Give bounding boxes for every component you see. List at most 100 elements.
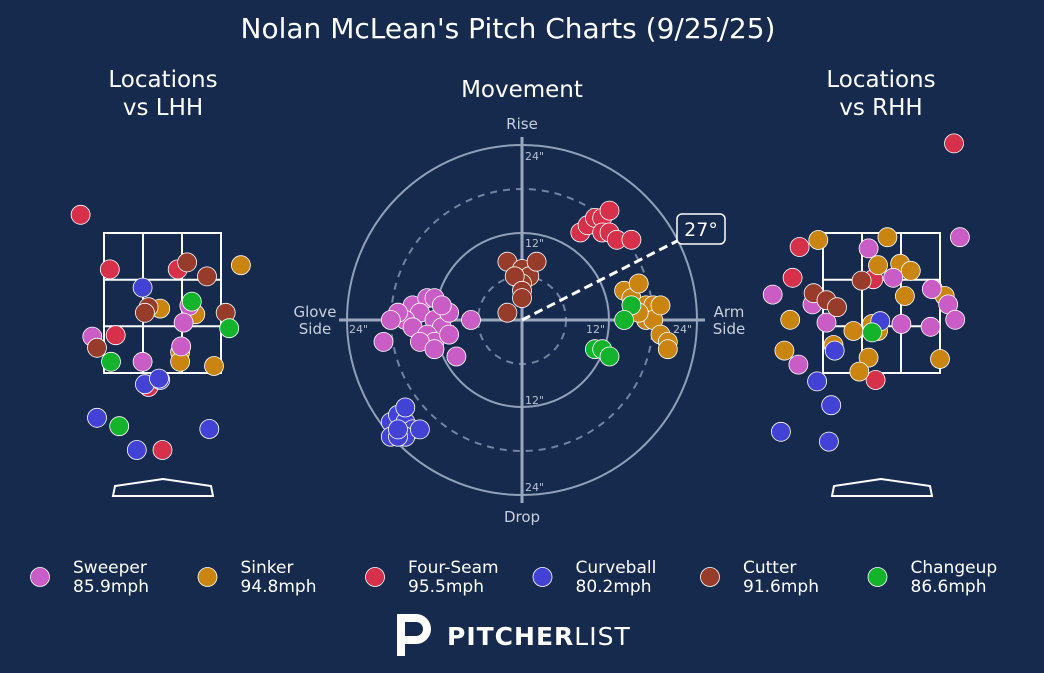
curveball-location-point <box>87 407 107 428</box>
four-seam-location-point <box>152 440 173 460</box>
arm-angle-line <box>521 237 682 322</box>
sinker-location-point <box>204 356 224 376</box>
curveball-movement-point <box>409 419 430 440</box>
legend-pitch-velocity: 80.2mph <box>576 577 652 597</box>
tick-bottom-24: 24" <box>525 481 544 494</box>
cutter-location-point <box>134 302 155 323</box>
four-seam-movement-point <box>599 200 620 221</box>
legend-pitch-velocity: 95.5mph <box>408 577 484 597</box>
tick-right-12: 12" <box>586 323 605 336</box>
sweeper-location-point <box>173 312 194 333</box>
logo-light: LIST <box>574 622 630 651</box>
tick-bottom-12: 12" <box>525 394 544 407</box>
movement-pitch-points <box>373 200 678 447</box>
home-plate <box>830 477 934 497</box>
curveball-location-point <box>149 368 169 389</box>
tick-top-12: 12" <box>525 237 544 250</box>
sweeper-movement-point <box>373 331 394 352</box>
four-seam-location-point <box>782 267 803 288</box>
sinker-location-point <box>780 309 801 330</box>
tick-right-24: 24" <box>673 323 692 336</box>
sweeper-movement-point <box>461 310 481 330</box>
legend-swatch <box>365 567 385 587</box>
legend-swatch <box>700 567 720 587</box>
sweeper-location-point <box>762 284 783 305</box>
sweeper-movement-point <box>431 295 452 316</box>
four-seam-location-point <box>105 325 126 346</box>
sweeper-location-point <box>950 227 970 248</box>
arm-angle-box <box>676 213 726 245</box>
sweeper-location-point <box>132 351 153 372</box>
four-seam-movement-point <box>621 229 642 250</box>
locations-lhh-panel: Locations vs LHH <box>70 67 251 497</box>
sweeper-location-point <box>858 238 879 259</box>
changeup-location-point <box>109 416 130 437</box>
changeup-location-point <box>101 351 121 372</box>
sweeper-location-point <box>171 336 192 357</box>
rhh-pitch-points <box>762 133 970 452</box>
cutter-movement-point <box>497 302 518 323</box>
four-seam-location-point <box>865 370 886 390</box>
lhh-pitch-points <box>70 204 251 460</box>
rhh-title-line-2: vs RHH <box>839 95 922 121</box>
cutter-location-point <box>851 270 872 291</box>
sinker-location-point <box>930 349 950 369</box>
pitcherlist-p-icon <box>397 614 431 656</box>
sweeper-location-point <box>788 354 809 375</box>
changeup-location-point <box>862 322 882 343</box>
arm-angle-label: 27° <box>684 219 718 241</box>
sweeper-movement-point <box>380 310 401 330</box>
curveball-movement-point <box>388 419 408 440</box>
sinker-movement-point <box>657 339 678 360</box>
sinker-location-point <box>230 255 251 276</box>
legend-swatch <box>867 567 888 587</box>
changeup-location-point <box>219 318 240 339</box>
legend-pitch-velocity: 91.6mph <box>743 577 819 597</box>
four-seam-location-point <box>70 204 91 225</box>
legend-pitch-velocity: 85.9mph <box>73 577 149 597</box>
sweeper-movement-point <box>439 324 460 345</box>
legend-pitch-name: Cutter <box>743 558 796 578</box>
four-seam-location-point <box>789 237 810 257</box>
curveball-location-point <box>824 340 845 361</box>
lhh-title-line-1: Locations <box>108 67 217 93</box>
glove-side-label-1: Glove <box>293 303 336 321</box>
legend-pitch-velocity: 86.6mph <box>911 577 987 597</box>
curveball-location-point <box>819 431 839 452</box>
sinker-location-point <box>900 260 921 281</box>
sinker-location-point <box>877 227 898 248</box>
sweeper-location-point <box>945 309 966 330</box>
sweeper-location-point <box>921 279 942 299</box>
sinker-location-point <box>774 340 795 361</box>
tick-left-24: 24" <box>349 323 368 336</box>
sweeper-location-point <box>920 316 941 337</box>
curveball-location-point <box>132 277 153 298</box>
rhh-title-line-1: Locations <box>826 67 935 93</box>
sinker-movement-point <box>650 295 671 316</box>
glove-side-label-2: Side <box>299 320 331 338</box>
four-seam-location-point <box>99 259 120 280</box>
sweeper-location-point <box>891 314 912 334</box>
sweeper-location-point <box>883 267 904 288</box>
curveball-location-point <box>821 395 842 416</box>
rise-label: Rise <box>506 115 538 133</box>
cutter-movement-point <box>526 251 547 272</box>
cutter-location-point <box>827 297 847 318</box>
locations-rhh-panel: Locations vs RHH <box>762 67 970 497</box>
legend-swatch <box>197 567 218 587</box>
sinker-location-point <box>868 255 888 276</box>
sinker-location-point <box>808 230 829 250</box>
legend-swatch <box>532 567 553 587</box>
tick-top-24: 24" <box>525 150 544 163</box>
changeup-movement-point <box>614 310 634 330</box>
sinker-location-point <box>858 347 879 368</box>
arm-side-label-1: Arm <box>714 303 745 321</box>
